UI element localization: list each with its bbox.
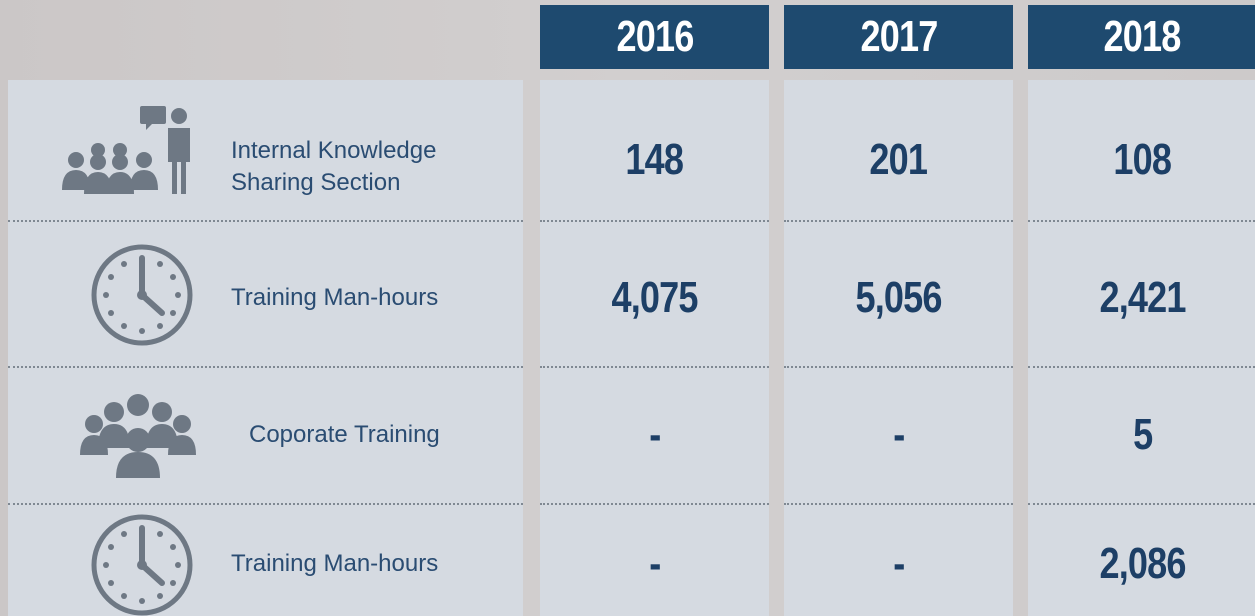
column-panel — [540, 80, 769, 616]
cell-value: 201 — [784, 135, 1013, 185]
cell-value: - — [784, 410, 1013, 460]
row-label: Training Man-hours — [231, 550, 439, 577]
cell-value: 4,075 — [540, 273, 769, 323]
cell-value: 108 — [1028, 135, 1255, 185]
cell-value: 5,056 — [784, 273, 1013, 323]
row-separator — [8, 366, 523, 368]
cell-value-text: - — [892, 410, 905, 459]
column-panel — [1028, 80, 1255, 616]
row-separator — [8, 503, 523, 505]
cell-value: 5 — [1028, 410, 1255, 460]
column-panel — [784, 80, 1013, 616]
row-separator — [784, 366, 1013, 368]
column-header-text: 2016 — [615, 12, 694, 61]
row-separator — [1028, 503, 1255, 505]
cell-value-text: 2,086 — [1099, 539, 1186, 588]
cell-value-text: 108 — [1113, 135, 1173, 184]
row-separator — [784, 220, 1013, 222]
row-separator — [8, 220, 523, 222]
label-panel — [8, 80, 523, 616]
column-header: 2016 — [540, 5, 769, 69]
cell-value-text: 201 — [869, 135, 929, 184]
cell-value: 2,421 — [1028, 273, 1255, 323]
row-separator — [1028, 220, 1255, 222]
row-separator — [540, 366, 769, 368]
row-label: Coporate Training — [249, 421, 440, 448]
cell-value-text: 4,075 — [611, 273, 698, 322]
cell-value: 2,086 — [1028, 539, 1255, 589]
presenter-icon — [62, 106, 190, 194]
clock-icon — [91, 244, 193, 346]
cell-value-text: 5,056 — [855, 273, 942, 322]
clock-icon — [91, 514, 193, 616]
column-header-text: 2017 — [859, 12, 938, 61]
cell-value-text: 148 — [625, 135, 685, 184]
group-icon — [80, 394, 196, 478]
row-separator — [784, 503, 1013, 505]
cell-value: - — [540, 539, 769, 589]
column-header: 2017 — [784, 5, 1013, 69]
cell-value-text: - — [648, 410, 661, 459]
row-separator — [1028, 366, 1255, 368]
cell-value-text: - — [892, 539, 905, 588]
row-separator — [540, 220, 769, 222]
row-separator — [540, 503, 769, 505]
cell-value: - — [784, 539, 1013, 589]
cell-value-text: - — [648, 539, 661, 588]
column-header: 2018 — [1028, 5, 1255, 69]
cell-value: 148 — [540, 135, 769, 185]
cell-value: - — [540, 410, 769, 460]
cell-value-text: 5 — [1132, 410, 1153, 459]
row-label: Training Man-hours — [231, 284, 439, 311]
column-header-text: 2018 — [1102, 12, 1181, 61]
row-label: Internal Knowledge Sharing Section — [231, 137, 437, 196]
cell-value-text: 2,421 — [1099, 273, 1186, 322]
